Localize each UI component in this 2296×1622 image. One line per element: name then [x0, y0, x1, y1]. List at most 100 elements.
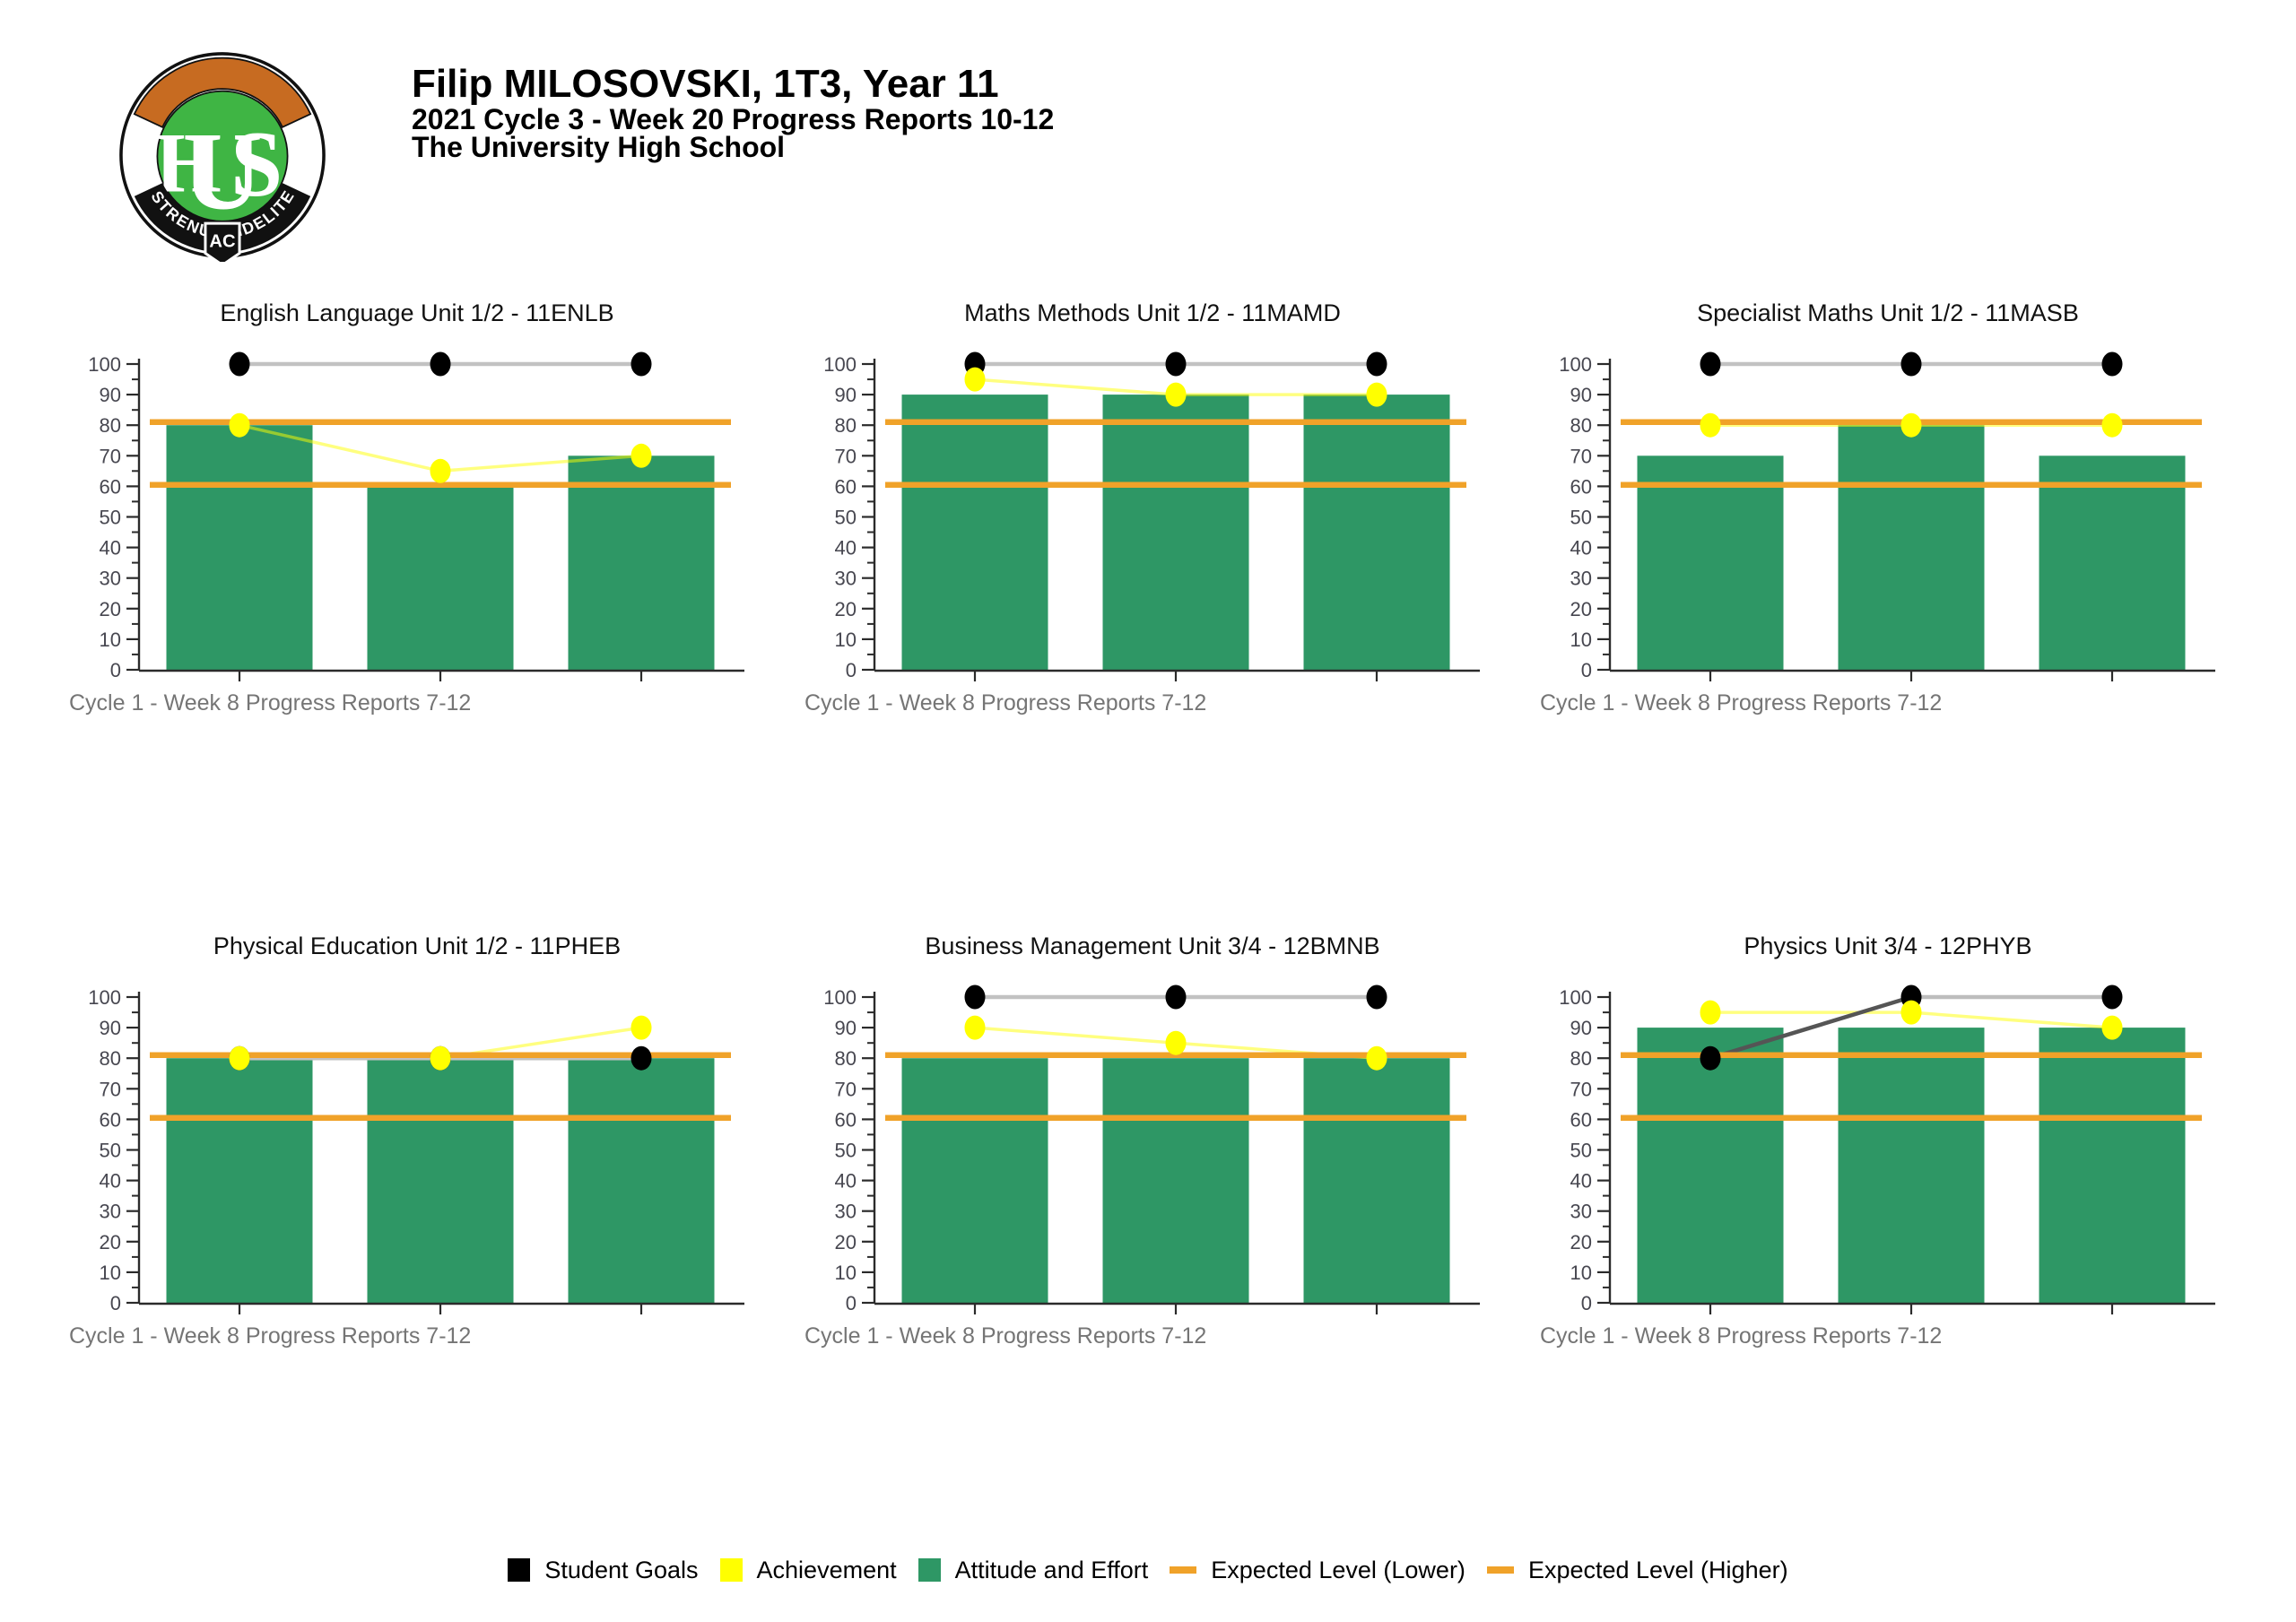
achievement-point [430, 458, 451, 483]
chart: 0 10 20 30 40 50 60 70 80 90 100 English Language U… [69, 299, 744, 716]
student-goal-point [430, 351, 451, 377]
student-goal-point [1366, 351, 1387, 377]
chart-legend: Student Goals Achievement Attitude and Eff… [0, 1548, 2296, 1592]
y-tick-label: 80 [835, 414, 857, 437]
student-goal-point [1165, 984, 1187, 1010]
chart: 0 10 20 30 40 50 60 70 80 90 100 Business Managemen… [804, 932, 1480, 1349]
y-tick-label: 40 [1570, 537, 1592, 559]
y-tick-label: 60 [1570, 1108, 1592, 1131]
attitude-effort-bar [166, 1058, 313, 1304]
attitude-effort-bar [1637, 455, 1784, 671]
attitude-effort-bar [2039, 1028, 2186, 1304]
y-tick-label: 30 [835, 1201, 857, 1223]
y-tick-label: 30 [100, 1201, 121, 1223]
y-tick-label: 30 [1570, 1201, 1592, 1223]
y-tick-label: 100 [823, 986, 857, 1009]
achievement-point [1900, 412, 1922, 438]
y-tick-label: 0 [846, 1292, 857, 1314]
y-tick-label: 10 [1570, 629, 1592, 651]
achievement-point [631, 1015, 652, 1040]
student-name-line: Filip MILOSOVSKI, 1T3, Year 11 [412, 62, 999, 106]
y-tick-label: 30 [1570, 568, 1592, 590]
y-tick-label: 60 [835, 475, 857, 498]
y-tick-label: 100 [1559, 986, 1592, 1009]
attitude-effort-bar [901, 1058, 1048, 1304]
student-goal-point [964, 984, 986, 1010]
y-tick-label: 80 [1570, 414, 1592, 437]
crest-orange-arc [133, 56, 312, 129]
report-header: Filip MILOSOVSKI, 1T3, Year 11 2021 Cycl… [412, 62, 1055, 162]
attitude-effort-bar [568, 455, 715, 671]
legend-label: Student Goals [544, 1556, 699, 1583]
student-goal-point [229, 351, 250, 377]
y-tick-label: 30 [100, 568, 121, 590]
achievement-point [1900, 1000, 1922, 1025]
y-tick-label: 0 [1581, 659, 1592, 681]
chart: 0 10 20 30 40 50 60 70 80 90 100 Maths Methods Unit… [804, 299, 1480, 716]
legend-item: Attitude and Effort [918, 1556, 1149, 1584]
chart-card-12phyb: 0 10 20 30 40 50 60 70 80 90 100 Physics Unit 3/4 -… [1538, 929, 2220, 1359]
x-axis-caption: Cycle 1 - Week 8 Progress Reports 7-12 [804, 690, 1206, 716]
y-tick-label: 100 [823, 353, 857, 376]
attitude-effort-bar [568, 1058, 715, 1304]
y-tick-label: 40 [100, 537, 121, 559]
achievement-point [229, 412, 250, 438]
legend-label: Attitude and Effort [954, 1556, 1149, 1583]
attitude-effort-bar [901, 395, 1048, 671]
legend-item: Achievement [719, 1556, 897, 1584]
student-goal-point [631, 1045, 652, 1071]
y-tick-label: 60 [835, 1108, 857, 1131]
attitude-effort-bar [1102, 395, 1249, 671]
achievement-point [964, 367, 986, 392]
report-title-line: 2021 Cycle 3 - Week 20 Progress Reports … [412, 103, 1055, 135]
y-tick-label: 40 [1570, 1170, 1592, 1193]
school-crest-icon: UHS STRENUE FIDELITER AC [109, 34, 326, 267]
legend-square-icon [918, 1558, 941, 1582]
y-tick-label: 80 [100, 414, 121, 437]
y-tick-label: 90 [835, 384, 857, 406]
student-goal-point [2101, 984, 2123, 1010]
y-tick-label: 40 [835, 1170, 857, 1193]
y-tick-label: 10 [100, 629, 121, 651]
achievement-point [2101, 412, 2123, 438]
attitude-effort-bar [1303, 1058, 1450, 1304]
y-tick-label: 100 [88, 353, 121, 376]
y-tick-label: 90 [1570, 384, 1592, 406]
student-goal-point [1900, 351, 1922, 377]
achievement-point [1366, 1045, 1387, 1071]
y-tick-label: 60 [1570, 475, 1592, 498]
y-tick-label: 90 [1570, 1017, 1592, 1039]
achievement-point [964, 1015, 986, 1040]
y-tick-label: 10 [100, 1262, 121, 1284]
y-tick-label: 80 [100, 1047, 121, 1070]
y-tick-label: 0 [110, 659, 121, 681]
legend-dash-icon [1486, 1566, 1514, 1574]
school-crest-logo: UHS STRENUE FIDELITER AC [109, 34, 332, 267]
student-goal-point [631, 351, 652, 377]
y-tick-label: 80 [1570, 1047, 1592, 1070]
achievement-point [1700, 1000, 1721, 1025]
y-tick-label: 40 [835, 537, 857, 559]
legend-item: Expected Level (Lower) [1170, 1557, 1465, 1584]
y-tick-label: 80 [835, 1047, 857, 1070]
y-tick-label: 70 [835, 1078, 857, 1100]
legend-label: Achievement [756, 1556, 897, 1583]
crest-green-field [156, 90, 289, 222]
y-tick-label: 60 [100, 475, 121, 498]
chart-title: Maths Methods Unit 1/2 - 11MAMD [964, 299, 1341, 326]
chart: 0 10 20 30 40 50 60 70 80 90 100 Specialist Maths U… [1540, 299, 2215, 716]
y-tick-label: 10 [835, 629, 857, 651]
legend-square-icon [508, 1558, 531, 1582]
chart-card-12bmnb: 0 10 20 30 40 50 60 70 80 90 100 Business Managemen… [803, 929, 1484, 1359]
y-tick-label: 20 [835, 1231, 857, 1253]
legend-item: Student Goals [508, 1556, 699, 1584]
chart-title: Business Management Unit 3/4 - 12BMNB [925, 932, 1379, 959]
y-tick-label: 50 [100, 1140, 121, 1162]
legend-item: Expected Level (Higher) [1486, 1557, 1788, 1584]
achievement-point [1165, 382, 1187, 407]
chart-title: Physical Education Unit 1/2 - 11PHEB [213, 932, 621, 959]
crest-monogram-letter: U [182, 110, 262, 233]
x-axis-caption: Cycle 1 - Week 8 Progress Reports 7-12 [1540, 690, 1942, 716]
chart-card-11mamd: 0 10 20 30 40 50 60 70 80 90 100 Maths Methods Unit… [803, 296, 1484, 726]
attitude-effort-bar [367, 486, 514, 671]
